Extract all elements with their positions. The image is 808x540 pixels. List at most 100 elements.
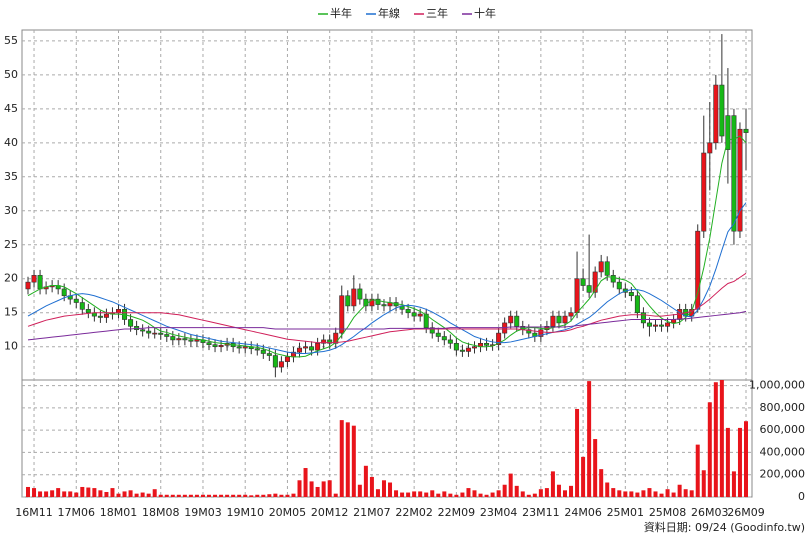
candle-body: [707, 142, 713, 154]
volume-bar: [671, 492, 676, 497]
candle-body: [79, 302, 85, 310]
y-tick-label: 25: [4, 238, 18, 251]
candle-body: [453, 343, 459, 351]
candle-body: [471, 346, 477, 349]
x-tick-label: 25M08: [649, 506, 687, 519]
volume-bar: [737, 427, 742, 497]
candle-body: [411, 312, 417, 317]
volume-bar: [418, 491, 423, 497]
volume-bar: [74, 492, 79, 497]
volume-bar: [406, 492, 411, 497]
candle-body: [25, 281, 31, 290]
candle-body: [435, 332, 441, 337]
volume-bar: [707, 402, 712, 497]
candle-body: [170, 336, 176, 341]
volume-bar: [472, 490, 477, 497]
volume-bar: [490, 492, 495, 497]
volume-bar: [303, 468, 308, 497]
candle-body: [544, 326, 550, 331]
candle-body: [381, 304, 387, 307]
volume-bar: [647, 488, 652, 497]
volume-bar: [556, 484, 561, 497]
candle-body: [73, 298, 79, 303]
volume-bar: [182, 494, 187, 497]
volume-bar: [695, 444, 700, 497]
x-tick-label: 26M03: [691, 506, 729, 519]
candle-body: [116, 309, 122, 314]
candle-body: [634, 295, 640, 314]
candle-body: [574, 278, 580, 314]
candle-body: [514, 315, 520, 327]
volume-bar: [80, 486, 85, 497]
candle-body: [97, 315, 103, 318]
volume-bar: [514, 485, 519, 497]
volume-bar: [544, 488, 549, 497]
volume-bar: [267, 494, 272, 497]
volume-bar: [478, 493, 483, 497]
volume-bar: [436, 493, 441, 497]
y-tick-label: 15: [4, 306, 18, 319]
volume-bar: [575, 408, 580, 497]
candle-body: [85, 309, 91, 314]
volume-bar: [104, 491, 109, 497]
candle-body: [140, 329, 146, 332]
candle-body: [369, 298, 375, 307]
volume-bar: [194, 494, 199, 497]
volume-bar: [158, 494, 163, 497]
volume-bar: [430, 490, 435, 497]
candle-body: [333, 332, 339, 344]
volume-tick-label: 800,000: [760, 401, 806, 414]
candle-body: [272, 355, 278, 368]
volume-bar: [725, 427, 730, 497]
y-tick-label: 35: [4, 170, 18, 183]
x-tick-label: 18M01: [100, 506, 138, 519]
ma-line: [27, 202, 747, 354]
volume-bar: [176, 494, 181, 497]
volume-bar: [333, 493, 338, 497]
candle-body: [465, 347, 471, 352]
candle-body: [254, 348, 260, 351]
candle-body: [309, 346, 315, 351]
candle-body: [339, 295, 345, 334]
volume-bar: [641, 490, 646, 497]
candle-body: [218, 345, 224, 347]
candle-body: [484, 343, 490, 346]
candle-body: [652, 324, 658, 327]
volume-bar: [146, 493, 151, 497]
volume-bar: [285, 494, 290, 497]
x-tick-label: 26M09: [727, 506, 765, 519]
volume-bar: [62, 491, 67, 497]
volume-tick-label: 1,000,000: [749, 379, 805, 392]
volume-bar: [231, 494, 236, 497]
volume-bar: [86, 487, 91, 497]
candle-body: [459, 349, 465, 352]
candle-body: [260, 349, 266, 354]
volume-bar: [381, 480, 386, 497]
volume-bar: [538, 489, 543, 497]
volume-bar: [164, 494, 169, 497]
candle-body: [659, 324, 665, 327]
ma-line: [27, 135, 747, 358]
legend-label: 年線: [378, 6, 400, 20]
volume-bar: [448, 493, 453, 497]
volume-bar: [50, 490, 55, 497]
volume-bar: [122, 491, 127, 497]
candle-body: [345, 295, 351, 307]
volume-bar: [309, 481, 314, 497]
volume-bar: [394, 490, 399, 497]
candle-body: [713, 84, 719, 144]
volume-tick-label: 200,000: [760, 468, 806, 481]
volume-bar: [321, 481, 326, 497]
volume-bar: [744, 421, 748, 497]
volume-bar: [375, 489, 380, 497]
legend-label: 三年: [426, 6, 448, 20]
candle-body: [719, 84, 725, 137]
volume-bar: [605, 482, 610, 497]
volume-bar: [442, 491, 447, 497]
volume-bar: [424, 492, 429, 497]
candle-body: [441, 336, 447, 341]
volume-bar: [683, 489, 688, 497]
candle-body: [526, 329, 532, 334]
volume-bar: [38, 491, 43, 497]
